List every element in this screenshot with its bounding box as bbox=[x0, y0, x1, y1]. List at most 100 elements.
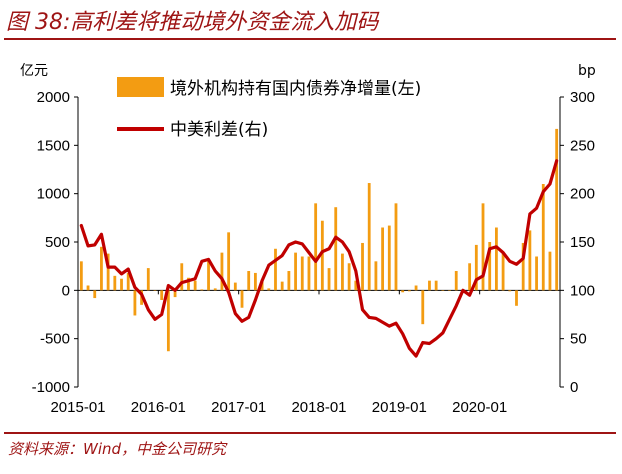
bar bbox=[307, 256, 311, 291]
bar bbox=[434, 280, 438, 291]
right-tick-label: 300 bbox=[570, 89, 595, 106]
x-tick-label: 2016-01 bbox=[131, 399, 186, 416]
x-tick-label: 2019-01 bbox=[372, 399, 427, 416]
bar bbox=[548, 251, 552, 291]
bar bbox=[468, 263, 472, 291]
bar bbox=[320, 220, 324, 291]
left-tick-label: -500 bbox=[40, 331, 70, 348]
bar bbox=[253, 272, 257, 291]
bar bbox=[113, 275, 117, 291]
left-axis-unit: 亿元 bbox=[20, 63, 48, 79]
bar bbox=[86, 285, 90, 291]
bar bbox=[555, 128, 559, 291]
bar bbox=[414, 285, 418, 291]
bar bbox=[287, 271, 291, 291]
bar bbox=[387, 225, 391, 291]
bar bbox=[374, 261, 378, 291]
bar bbox=[274, 248, 277, 291]
source-divider bbox=[4, 432, 616, 434]
axes-layer bbox=[74, 96, 564, 388]
bar bbox=[535, 256, 538, 291]
bar bbox=[267, 288, 271, 291]
bar bbox=[508, 290, 512, 292]
left-tick-label: -1000 bbox=[32, 379, 70, 396]
bar bbox=[200, 289, 204, 291]
bar bbox=[501, 252, 505, 291]
bar bbox=[361, 242, 364, 291]
bar bbox=[394, 203, 398, 291]
x-tick-label: 2015-01 bbox=[50, 399, 105, 416]
bar bbox=[207, 259, 210, 291]
bar bbox=[227, 232, 231, 291]
bar bbox=[153, 290, 157, 291]
bar bbox=[106, 253, 110, 291]
bar bbox=[173, 290, 177, 298]
x-tick-label: 2017-01 bbox=[211, 399, 266, 416]
right-axis-unit: bp bbox=[578, 63, 596, 79]
bar bbox=[341, 253, 344, 291]
bar bbox=[347, 263, 351, 291]
bar bbox=[240, 290, 244, 308]
x-tick-label: 2018-01 bbox=[291, 399, 346, 416]
left-tick-label: 2000 bbox=[37, 89, 70, 106]
right-tick-label: 100 bbox=[570, 282, 595, 299]
bar bbox=[481, 203, 485, 291]
bar bbox=[314, 203, 318, 291]
legend-line-label: 中美利差(右) bbox=[170, 120, 268, 140]
bar bbox=[120, 278, 123, 291]
bar bbox=[354, 280, 358, 291]
bar-series bbox=[79, 128, 559, 352]
axis-labels: 2000150010005000-500-1000300250200150100… bbox=[20, 63, 596, 416]
bar bbox=[100, 246, 103, 291]
right-tick-label: 0 bbox=[570, 379, 578, 396]
source-note: 资料来源：Wind，中金公司研究 bbox=[8, 440, 227, 458]
spread-line bbox=[79, 159, 559, 358]
bar bbox=[233, 282, 237, 291]
bar bbox=[93, 290, 97, 299]
bar bbox=[247, 271, 251, 291]
bar bbox=[213, 288, 217, 291]
title-divider bbox=[4, 38, 616, 40]
bar bbox=[541, 184, 545, 291]
legend-bar-label: 境外机构持有国内债券净增量(左) bbox=[170, 79, 421, 99]
line-series bbox=[79, 159, 559, 358]
bar bbox=[521, 242, 525, 291]
bar bbox=[166, 290, 170, 352]
legend: 境外机构持有国内债券净增量(左) 中美利差(右) bbox=[117, 77, 421, 140]
bar bbox=[220, 252, 224, 291]
bar bbox=[300, 256, 304, 291]
bar bbox=[160, 290, 164, 300]
bar bbox=[180, 263, 184, 291]
bar bbox=[407, 290, 411, 292]
bar bbox=[494, 227, 498, 291]
left-tick-label: 1000 bbox=[37, 186, 70, 203]
bar bbox=[515, 290, 518, 306]
bar bbox=[327, 268, 331, 291]
right-tick-label: 50 bbox=[570, 331, 587, 348]
bar bbox=[280, 281, 284, 291]
bar bbox=[294, 252, 297, 291]
bar bbox=[381, 227, 385, 291]
bar bbox=[488, 242, 492, 291]
bar bbox=[528, 230, 532, 291]
bar bbox=[454, 271, 458, 291]
right-tick-label: 250 bbox=[570, 137, 595, 154]
x-tick-label: 2020-01 bbox=[452, 399, 507, 416]
bar bbox=[401, 290, 405, 293]
right-tick-label: 150 bbox=[570, 234, 595, 251]
right-tick-label: 200 bbox=[570, 186, 595, 203]
bar bbox=[334, 207, 338, 291]
bar bbox=[133, 290, 137, 316]
bar bbox=[421, 290, 425, 325]
bar bbox=[187, 277, 190, 291]
left-tick-label: 500 bbox=[45, 234, 70, 251]
bar bbox=[367, 183, 371, 291]
bar bbox=[448, 290, 451, 291]
bar bbox=[126, 272, 130, 291]
bar bbox=[441, 290, 445, 291]
bar bbox=[146, 268, 150, 291]
legend-bar-swatch bbox=[117, 77, 164, 97]
bar bbox=[428, 280, 431, 291]
bar bbox=[79, 261, 83, 291]
